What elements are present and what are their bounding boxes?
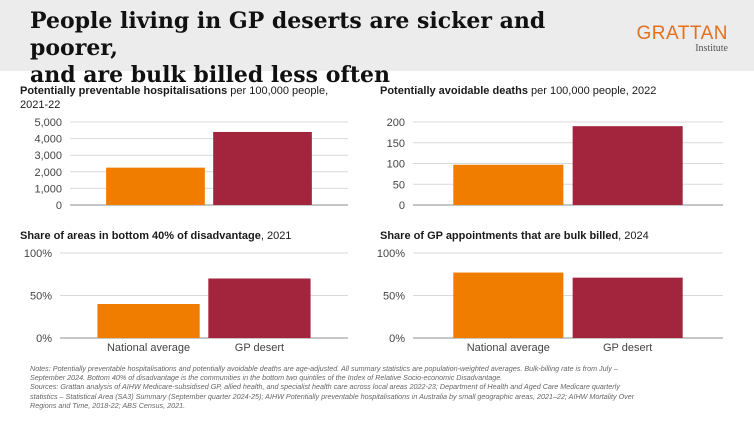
x-tick-label: National average (107, 342, 190, 354)
panel-title-bold: Share of GP appointments that are bulk b… (380, 230, 619, 242)
notes-line: September 2024. Bottom 40% of disadvanta… (30, 373, 503, 383)
bar-gp-desert (572, 277, 683, 338)
y-tick-label: 0 (56, 200, 62, 212)
y-tick-label: 100% (24, 248, 52, 260)
panel-title-rest: , 2024 (618, 230, 649, 242)
bar-national-average (106, 167, 205, 205)
bar-gp-desert (572, 126, 683, 205)
y-tick-label: 2,000 (34, 167, 62, 179)
notes-and-sources: Notes: Potentially preventable hospitali… (30, 364, 730, 410)
panel-title-bulk-billed: Share of GP appointments that are bulk b… (380, 229, 740, 243)
panel-title-line2: 2021-22 (20, 99, 61, 111)
title-line-1: People living in GP deserts are sicker a… (30, 8, 546, 61)
bar-gp-desert (208, 278, 311, 338)
bar-national-average (97, 304, 200, 338)
panel-title-rest: per 100,000 people, 2022 (527, 85, 657, 97)
y-tick-label: 50% (30, 291, 52, 303)
grattan-logo: GRATTAN Institute (636, 24, 728, 55)
y-tick-label: 100% (377, 248, 405, 260)
y-tick-label: 50% (383, 291, 405, 303)
x-tick-label: National average (467, 342, 550, 354)
x-tick-label: GP desert (235, 342, 284, 354)
panel-title-deaths: Potentially avoidable deaths per 100,000… (380, 84, 740, 98)
bar-gp-desert (213, 131, 312, 205)
y-tick-label: 0 (399, 200, 405, 212)
y-tick-label: 50 (393, 179, 405, 191)
panel-title-disadvantage: Share of areas in bottom 40% of disadvan… (20, 229, 360, 243)
x-tick-label: GP desert (603, 342, 652, 354)
panel-title-bold: Potentially avoidable deaths (380, 85, 528, 97)
panel-title-rest: , 2021 (260, 230, 292, 242)
y-tick-label: 1,000 (34, 183, 62, 195)
y-tick-label: 4,000 (34, 134, 62, 146)
y-tick-label: 100 (387, 159, 405, 171)
panel-title-bold: Potentially preventable hospitalisations (20, 85, 228, 97)
title-line-2: and are bulk billed less often (30, 62, 391, 88)
panel-title-rest: per 100,000 people, (227, 85, 329, 97)
sources-line: Sources: Grattan analysis of AIHW Medica… (30, 382, 620, 392)
y-tick-label: 0% (389, 333, 405, 345)
sources-line: Regions and Time, 2018-22; ABS Census, 2… (30, 400, 186, 410)
sources-line: statistics – Statistical Area (SA3) Summ… (30, 391, 635, 401)
page-title: People living in GP deserts are sicker a… (30, 8, 610, 89)
logo-wordmark: GRATTAN (636, 23, 728, 44)
logo-subtitle: Institute (695, 43, 728, 54)
panel-title-bold: Share of areas in bottom 40% of disadvan… (20, 230, 261, 242)
bar-national-average (453, 272, 564, 338)
panel-title-hospitalisations: Potentially preventable hospitalisations… (20, 84, 360, 112)
y-tick-label: 150 (387, 138, 405, 150)
y-tick-label: 0% (36, 333, 52, 345)
y-tick-label: 3,000 (34, 150, 62, 162)
bar-national-average (453, 164, 564, 205)
y-tick-label: 200 (387, 117, 405, 129)
notes-line: Notes: Potentially preventable hospitali… (30, 364, 618, 373)
y-tick-label: 5,000 (34, 117, 62, 129)
header-bar: People living in GP deserts are sicker a… (0, 0, 754, 88)
